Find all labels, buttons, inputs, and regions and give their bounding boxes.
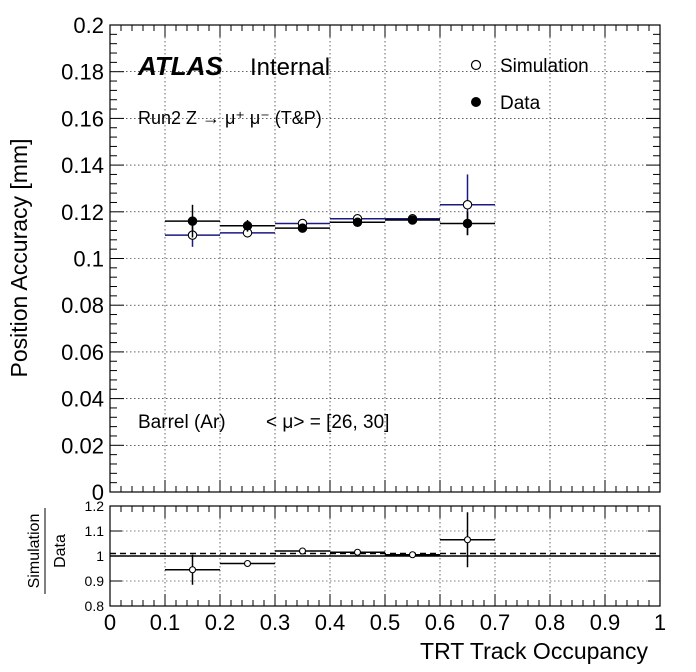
main-y-tick-label: 0.04 [61, 387, 104, 412]
ratio-grid [110, 506, 660, 606]
data-point [242, 221, 253, 231]
ratio-y-axis-label: Simulation Data [26, 508, 69, 594]
ratio-series [165, 512, 495, 585]
pileup-label: < μ> = [26, 30] [266, 412, 389, 433]
process-label: Run2 Z → μ⁺ μ⁻ (T&P) [138, 108, 322, 128]
ratio-y-tick-label: 0.9 [85, 573, 105, 589]
data-point [297, 223, 308, 233]
ratio-point [188, 566, 197, 574]
ratio-point [243, 559, 252, 568]
main-y-tick-label: 0.08 [61, 293, 104, 318]
main-y-tick-label: 0.06 [61, 340, 104, 365]
ratio-reference-lines [110, 552, 660, 557]
main-x-ticks [109, 25, 661, 492]
ratio-x-ticks: 0 0.1 0.2 0.3 0.4 0.5 0.6 0.7 0.8 0.9 1 [104, 506, 666, 635]
data-point [462, 218, 473, 229]
x-tick-label: 1 [654, 610, 666, 635]
main-series [165, 174, 495, 247]
x-axis-label: TRT Track Occupancy [420, 638, 648, 664]
ratio-plot-panel: 0 0.1 0.2 0.3 0.4 0.5 0.6 0.7 0.8 0.9 1 0.8 0.9 1 1.1… [26, 498, 666, 664]
ratio-y-tick-label: 0.8 [85, 598, 105, 614]
legend-data-label: Data [500, 93, 541, 114]
main-y-axis-label: Position Accuracy [mm] [6, 138, 32, 377]
x-tick-label: 0.6 [425, 610, 456, 635]
atlas-label: ATLAS [137, 51, 223, 81]
ratio-y-tick-label: 1.1 [85, 523, 105, 539]
x-tick-label: 0.3 [260, 610, 291, 635]
x-tick-label: 0.1 [150, 610, 181, 635]
main-y-tick-label: 0.1 [73, 247, 104, 272]
ratio-y-tick-label: 1 [96, 548, 104, 564]
legend-simulation-marker [470, 59, 482, 71]
data-point [352, 217, 363, 228]
main-y-ticks: 0 0.02 0.04 0.06 0.08 0.1 0.12 0.14 0.16 0.18 0.2 [61, 13, 660, 505]
main-y-tick-label: 0.02 [61, 433, 104, 458]
ratio-y-label-denominator: Data [52, 534, 69, 568]
region-label: Barrel (Ar) [138, 412, 226, 433]
legend-data-marker [471, 97, 481, 107]
main-y-tick-label: 0.14 [61, 153, 104, 178]
x-tick-label: 0.7 [480, 610, 511, 635]
main-y-tick-label: 0 [92, 480, 104, 505]
ratio-y-tick-label: 1.2 [85, 498, 105, 514]
main-y-tick-label: 0.2 [73, 13, 104, 38]
ratio-point [408, 551, 417, 559]
main-y-tick-label: 0.16 [61, 106, 104, 131]
x-tick-label: 0.5 [370, 610, 401, 635]
main-y-tick-label: 0.12 [61, 200, 104, 225]
ratio-point [463, 536, 472, 544]
internal-label: Internal [250, 54, 330, 81]
x-tick-label: 0.4 [315, 610, 346, 635]
ratio-point [353, 548, 362, 556]
main-y-tick-label: 0.18 [61, 60, 104, 85]
x-tick-label: 0.9 [590, 610, 621, 635]
x-tick-label: 0.2 [205, 610, 236, 635]
data-point [187, 216, 198, 226]
data-point [407, 215, 418, 225]
ratio-y-label-numerator: Simulation [26, 514, 43, 589]
main-grid [110, 25, 660, 492]
x-tick-label: 0.8 [535, 610, 566, 635]
x-tick-label: 0 [104, 610, 116, 635]
legend-simulation-label: Simulation [500, 56, 589, 77]
main-plot-panel: 00.020.040.060.080.10.120.140.160.180.2 … [6, 13, 661, 505]
ratio-point [298, 547, 307, 555]
simulation-point [462, 200, 473, 210]
legend: Simulation Data [470, 56, 589, 114]
ratio-y-ticks: 0.8 0.9 1 1.1 1.2 [85, 498, 660, 614]
